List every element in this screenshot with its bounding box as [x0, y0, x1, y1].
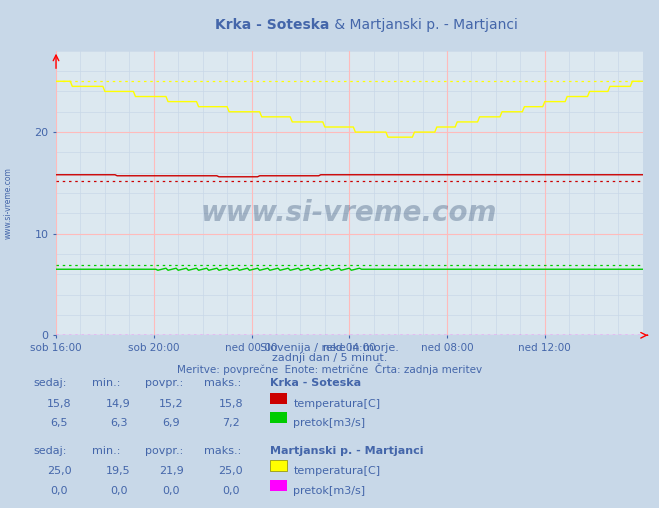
Text: 25,0: 25,0 [218, 466, 243, 477]
Text: www.si-vreme.com: www.si-vreme.com [201, 199, 498, 227]
Text: & Martjanski p. - Martjanci: & Martjanski p. - Martjanci [330, 18, 517, 32]
Text: min.:: min.: [92, 446, 121, 456]
Text: 0,0: 0,0 [110, 486, 127, 496]
Text: Krka - Soteska: Krka - Soteska [215, 18, 330, 32]
Text: sedaj:: sedaj: [33, 446, 67, 456]
Text: 14,9: 14,9 [106, 399, 131, 409]
Text: 25,0: 25,0 [47, 466, 72, 477]
Text: 19,5: 19,5 [106, 466, 131, 477]
Text: temperatura[C]: temperatura[C] [293, 399, 380, 409]
Text: 0,0: 0,0 [222, 486, 239, 496]
Text: 15,8: 15,8 [47, 399, 72, 409]
Text: 6,3: 6,3 [110, 418, 127, 428]
Text: pretok[m3/s]: pretok[m3/s] [293, 418, 365, 428]
Text: Martjanski p. - Martjanci: Martjanski p. - Martjanci [270, 446, 424, 456]
Text: maks.:: maks.: [204, 446, 242, 456]
Text: 15,2: 15,2 [159, 399, 184, 409]
Text: zadnji dan / 5 minut.: zadnji dan / 5 minut. [272, 353, 387, 363]
Text: Slovenija / reke in morje.: Slovenija / reke in morje. [260, 343, 399, 353]
Text: www.si-vreme.com: www.si-vreme.com [3, 167, 13, 239]
Text: 21,9: 21,9 [159, 466, 184, 477]
Text: 0,0: 0,0 [163, 486, 180, 496]
Text: 6,9: 6,9 [163, 418, 180, 428]
Text: maks.:: maks.: [204, 378, 242, 389]
Text: povpr.:: povpr.: [145, 446, 183, 456]
Text: 6,5: 6,5 [51, 418, 68, 428]
Text: pretok[m3/s]: pretok[m3/s] [293, 486, 365, 496]
Text: sedaj:: sedaj: [33, 378, 67, 389]
Text: 0,0: 0,0 [51, 486, 68, 496]
Text: min.:: min.: [92, 378, 121, 389]
Text: Meritve: povprečne  Enote: metrične  Črta: zadnja meritev: Meritve: povprečne Enote: metrične Črta:… [177, 363, 482, 375]
Text: povpr.:: povpr.: [145, 378, 183, 389]
Text: temperatura[C]: temperatura[C] [293, 466, 380, 477]
Text: 15,8: 15,8 [218, 399, 243, 409]
Text: Krka - Soteska: Krka - Soteska [270, 378, 361, 389]
Text: 7,2: 7,2 [222, 418, 239, 428]
